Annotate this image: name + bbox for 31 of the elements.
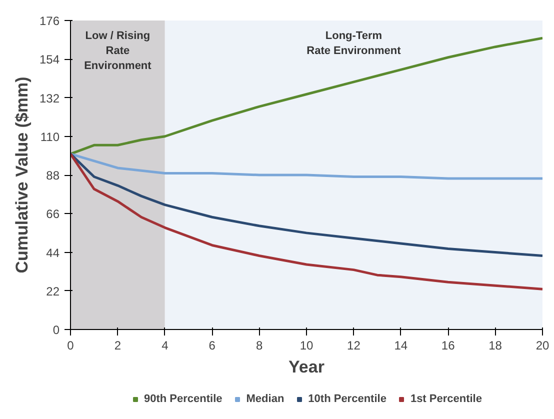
line-series	[70, 152, 542, 180]
y-axis-title: Cumulative Value ($mm)	[12, 76, 32, 274]
x-axis-title: Year	[288, 358, 325, 376]
x-tick-label: 14	[394, 338, 408, 352]
y-tick-label: 66	[46, 207, 60, 222]
line-series	[70, 152, 542, 290]
y-tick-label: 22	[46, 284, 60, 298]
y-tick-label: 132	[39, 91, 60, 106]
x-tick-label: 10	[300, 338, 314, 352]
legend-label: 90th Percentile	[144, 393, 222, 405]
band-label: Long-Term Rate Environment	[306, 30, 402, 57]
y-tick-label: 44	[46, 246, 60, 260]
y-tick-label: 176	[39, 14, 60, 28]
y-tick-label: 88	[46, 168, 60, 182]
y-tick-label: 0	[52, 323, 60, 337]
x-tick-label: 12	[347, 338, 361, 352]
y-tick-label: 110	[40, 130, 60, 144]
legend-label: Median	[246, 393, 284, 405]
legend-label: 1st Percentile	[410, 393, 482, 405]
x-tick-label: 16	[441, 338, 456, 352]
band-label: Low / Rising Rate Environment	[84, 30, 152, 72]
x-tick-label: 18	[488, 338, 502, 352]
x-tick-label: 0	[67, 338, 74, 352]
y-tick-label: 154	[39, 52, 60, 67]
line-series	[70, 152, 542, 258]
x-tick-label: 2	[114, 338, 122, 352]
x-tick-label: 8	[256, 338, 263, 352]
x-tick-label: 6	[208, 338, 216, 352]
x-tick-label: 20	[536, 338, 550, 352]
legend-label: 10th Percentile	[308, 393, 386, 405]
x-tick-label: 4	[162, 338, 169, 352]
